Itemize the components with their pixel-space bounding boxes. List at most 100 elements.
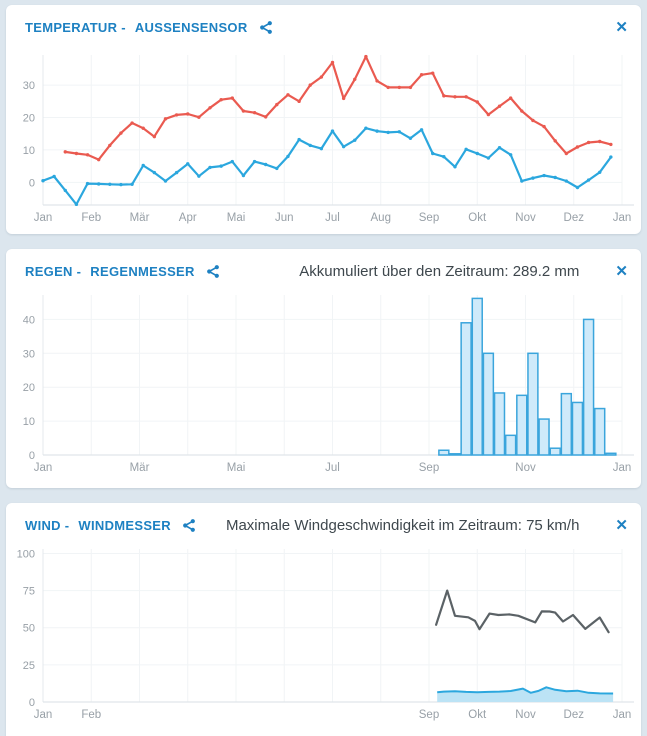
red-line-marker xyxy=(497,104,502,108)
rain-chart[interactable]: 0 10 20 30 40 Jan Mär Mai Jul Sep Nov Jan xyxy=(6,287,641,488)
blue-line-marker xyxy=(564,179,569,183)
blue-line-marker xyxy=(74,202,79,207)
axis-label: 30 xyxy=(23,348,35,360)
red-line-marker xyxy=(542,124,546,129)
blue-line-marker xyxy=(408,136,413,140)
blue-line-marker xyxy=(96,182,101,186)
blue-line-marker xyxy=(442,155,446,159)
red-line-marker xyxy=(419,73,424,77)
rain-bar xyxy=(493,392,506,456)
axis-label: Jan xyxy=(613,212,632,224)
red-line xyxy=(63,54,613,162)
rain-bar xyxy=(449,453,461,456)
blue-line-marker xyxy=(508,153,513,157)
axis-label: Jan xyxy=(613,462,632,474)
axis-label: Sep xyxy=(419,462,439,474)
red-line-marker xyxy=(174,113,179,117)
close-icon[interactable]: ✕ xyxy=(615,18,628,36)
axis-label: 20 xyxy=(23,113,35,125)
panel-title-module: REGEN - xyxy=(25,263,82,279)
red-line-marker xyxy=(553,139,557,143)
axis-label: Sep xyxy=(419,709,439,721)
red-line-marker xyxy=(308,83,312,87)
axis-label: 0 xyxy=(29,450,35,462)
blue-line xyxy=(41,126,613,207)
blue-line-marker xyxy=(341,144,346,149)
axis-label: Nov xyxy=(515,462,536,474)
close-icon[interactable]: ✕ xyxy=(615,516,628,534)
red-line-marker xyxy=(475,100,479,104)
axis-label: 75 xyxy=(23,586,35,598)
wind-chart[interactable]: 0 25 50 75 100 Jan Feb Sep Okt Nov Dez Jan xyxy=(6,541,641,736)
rain-bar xyxy=(560,392,573,456)
temperature-chart[interactable]: 0 10 20 30 Jan Feb Mär Apr Mai Jun Jul Aug Sep Okt Nov… xyxy=(6,43,641,234)
x-axis-labels: Jan Mär Mai Jul Sep Nov Jan xyxy=(34,462,632,474)
rain-bar xyxy=(582,318,595,456)
axis-label: Mär xyxy=(130,212,150,224)
blue-line-marker xyxy=(397,130,402,134)
red-line-marker xyxy=(453,95,457,99)
blue-line-marker xyxy=(575,185,580,190)
blue-line-marker xyxy=(431,151,435,156)
rain-panel-header: REGEN - REGENMESSER Akkumuliert über den… xyxy=(6,249,641,282)
blue-line-marker xyxy=(152,170,157,175)
blue-line-marker xyxy=(130,182,134,186)
axis-label: Okt xyxy=(468,212,487,224)
rain-bar xyxy=(438,449,450,456)
axis-label: Sep xyxy=(419,212,439,224)
red-line-marker xyxy=(330,60,335,65)
red-line-marker xyxy=(208,106,212,110)
blue-line-marker xyxy=(598,170,602,174)
blue-line-marker xyxy=(386,130,390,135)
red-line-marker xyxy=(286,93,290,97)
blue-line-marker xyxy=(141,163,145,168)
red-line-marker xyxy=(85,153,90,157)
blue-line-marker xyxy=(520,179,524,183)
axis-label: Okt xyxy=(468,709,487,721)
close-icon[interactable]: ✕ xyxy=(615,262,628,280)
rain-accumulated-summary: Akkumuliert über den Zeitraum: 289.2 mm xyxy=(299,262,580,280)
share-icon[interactable] xyxy=(259,20,273,35)
rain-bar xyxy=(605,452,617,456)
blue-line-marker xyxy=(453,165,457,169)
temperature-panel-header: TEMPERATUR - AUSSENSENSOR ✕ xyxy=(6,5,641,38)
blue-line-path xyxy=(41,127,613,206)
blue-line-marker xyxy=(542,173,546,178)
blue-line-marker xyxy=(364,126,368,130)
axis-label: Mai xyxy=(227,212,246,224)
red-line-marker xyxy=(186,112,190,116)
rain-bar xyxy=(538,418,550,456)
blue-area-fill xyxy=(437,687,614,702)
wind-panel: WIND - WINDMESSER Maximale Windgeschwind… xyxy=(6,503,641,736)
blue-line-marker xyxy=(208,165,212,170)
panel-title-module: WIND - xyxy=(25,517,70,533)
blue-line-marker xyxy=(286,154,290,159)
rain-bar xyxy=(460,322,472,456)
red-line-marker xyxy=(520,109,524,113)
axis-label: Jun xyxy=(275,212,294,224)
share-icon[interactable] xyxy=(182,518,196,533)
blue-line-marker xyxy=(52,174,56,179)
red-line-marker xyxy=(152,134,157,139)
axis-label: Jan xyxy=(34,212,53,224)
rain-bars xyxy=(438,297,617,456)
blue-line-marker xyxy=(219,164,223,168)
blue-line-marker xyxy=(230,159,234,164)
share-icon[interactable] xyxy=(206,264,220,279)
red-line-marker xyxy=(341,96,346,101)
blue-line-marker xyxy=(475,151,479,156)
rain-panel: REGEN - REGENMESSER Akkumuliert über den… xyxy=(6,249,641,488)
blue-line-marker xyxy=(163,179,168,183)
red-line-marker xyxy=(375,79,379,83)
axis-label: 50 xyxy=(23,623,35,635)
axis-label: Nov xyxy=(515,212,536,224)
axis-label: Mai xyxy=(227,462,246,474)
blue-area xyxy=(437,686,614,702)
blue-area-edge xyxy=(437,686,614,695)
axis-label: 25 xyxy=(23,660,35,672)
red-line-marker xyxy=(431,71,435,75)
red-line-marker xyxy=(609,142,613,147)
red-line-marker xyxy=(364,54,368,59)
red-line-marker xyxy=(275,102,279,107)
